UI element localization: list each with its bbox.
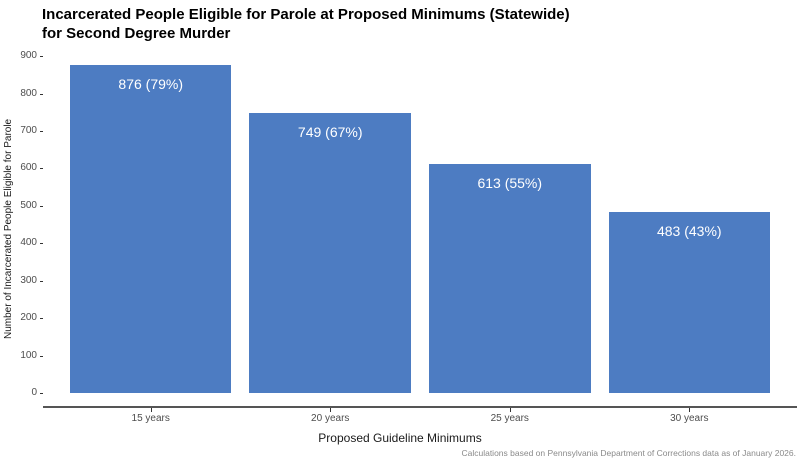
x-tick-mark — [150, 408, 152, 412]
y-tick-mark — [40, 318, 44, 320]
y-tick-label: 900 — [20, 50, 37, 62]
x-tick-label: 20 years — [311, 413, 350, 424]
y-tick-mark — [40, 355, 44, 357]
x-tick-mark — [330, 408, 332, 412]
x-tick-label: 25 years — [490, 413, 529, 424]
x-axis-title: Proposed Guideline Minimums — [318, 431, 482, 445]
y-tick-label: 0 — [31, 387, 37, 398]
bar-30-years: 483 (43%) — [608, 212, 771, 393]
bar-20-years: 749 (67%) — [249, 112, 411, 393]
y-tick-label: 100 — [20, 349, 37, 361]
y-tick-label: 700 — [20, 125, 37, 137]
x-tick-label: 30 years — [670, 413, 709, 424]
bar-15-years: 876 (79%) — [69, 65, 232, 393]
y-tick-mark — [40, 393, 44, 394]
bar-value-label: 749 (67%) — [297, 123, 363, 140]
y-tick-mark — [40, 168, 44, 170]
y-tick-label: 600 — [20, 162, 37, 174]
chart-caption: Calculations based on Pennsylvania Depar… — [461, 448, 796, 458]
plot-panel: 876 (79%) 749 (67%) 613 (55%) 483 (43%) — [43, 50, 797, 408]
y-tick-label: 500 — [20, 199, 37, 211]
y-tick-label: 400 — [20, 237, 37, 249]
y-tick-label: 300 — [20, 274, 37, 286]
x-tick-mark — [509, 408, 511, 412]
bar-value-label: 876 (79%) — [118, 76, 183, 93]
bar-value-label: 483 (43%) — [656, 223, 722, 240]
chart-title: Incarcerated People Eligible for Parole … — [42, 5, 570, 43]
chart-title-line2: for Second Degree Murder — [42, 25, 231, 42]
x-tick-mark — [689, 408, 691, 412]
y-tick-mark — [40, 205, 44, 207]
y-tick-label: 200 — [20, 312, 37, 324]
y-tick-mark — [40, 56, 44, 58]
chart-title-line1: Incarcerated People Eligible for Parole … — [42, 6, 570, 23]
x-tick-label: 15 years — [131, 413, 170, 424]
bar-25-years: 613 (55%) — [428, 163, 591, 393]
y-tick-mark — [40, 280, 44, 282]
y-tick-mark — [40, 131, 44, 133]
y-tick-mark — [40, 93, 44, 95]
y-tick-mark — [40, 243, 44, 245]
bar-value-label: 613 (55%) — [477, 174, 543, 191]
y-tick-label: 800 — [20, 87, 37, 99]
